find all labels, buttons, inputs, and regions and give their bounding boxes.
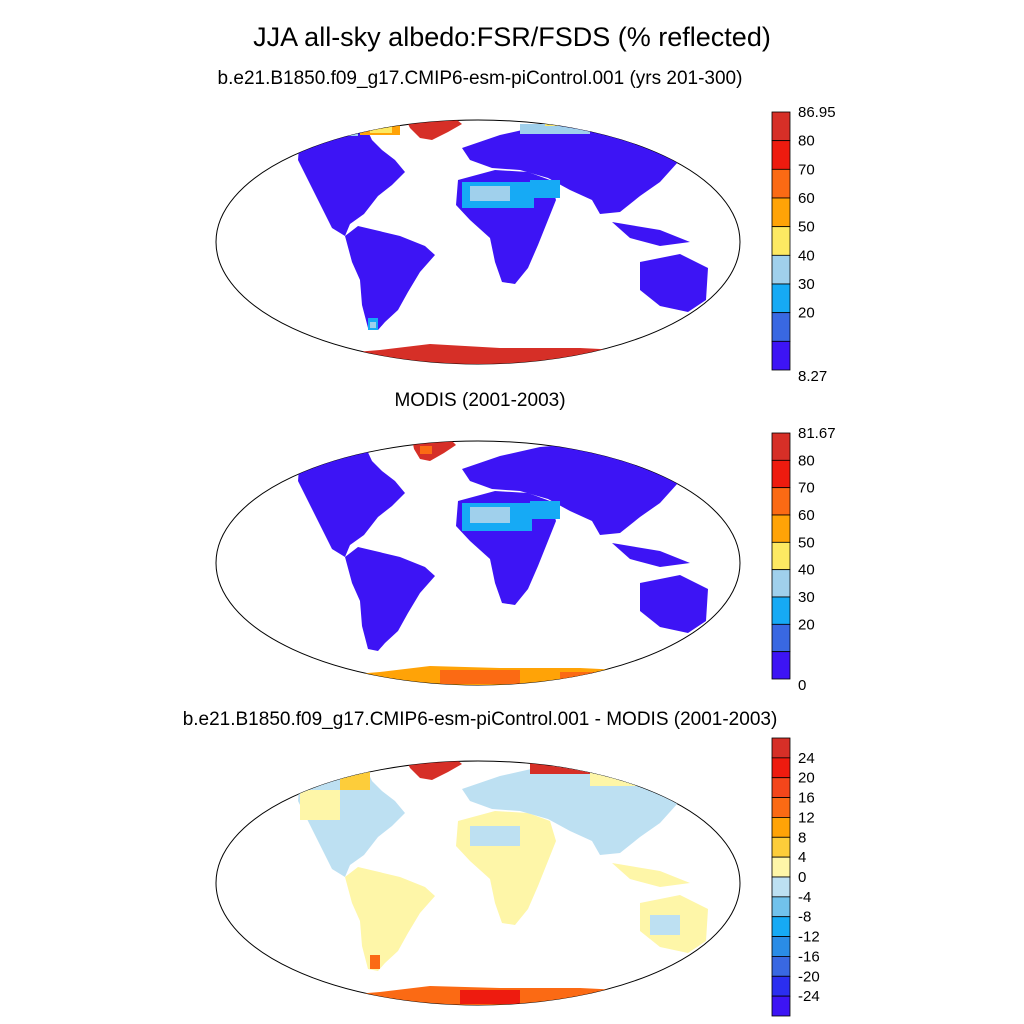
colorbar-tick-label: 40 — [798, 247, 815, 264]
colorbar-tick-label: 70 — [798, 480, 815, 497]
colorbar-segment — [771, 140, 791, 170]
colorbar-segment — [771, 856, 791, 878]
colorbar-tick-label: -24 — [798, 988, 820, 1005]
colorbar-tick-label: 0 — [798, 869, 806, 886]
colorbar-segment — [771, 623, 791, 653]
colorbar-tick-label: 20 — [798, 616, 815, 633]
map-panel-3: 24 20 16 12 8 4 0 -4 -8 -12 -16 -20 -24 — [215, 737, 820, 1017]
panel-3-title: b.e21.B1850.f09_g17.CMIP6-esm-piControl.… — [182, 709, 778, 730]
panel-2-title: MODIS (2001-2003) — [394, 390, 566, 411]
australia-land — [640, 254, 708, 312]
panel-1-title: b.e21.B1850.f09_g17.CMIP6-esm-piControl.… — [217, 68, 743, 89]
colorbar-segment — [771, 836, 791, 858]
colorbar-segment — [771, 876, 791, 898]
colorbar-tick-label: 81.67 — [798, 425, 836, 442]
colorbar-tick-label: 4 — [798, 849, 806, 866]
colorbar-tick-label: -4 — [798, 889, 811, 906]
colorbar-tick-label: -20 — [798, 968, 820, 985]
colorbar-tick-label: 24 — [798, 750, 815, 767]
colorbar-segment — [771, 283, 791, 314]
colorbar-segment — [771, 312, 791, 342]
colorbar-segment — [771, 797, 791, 818]
australia-land — [640, 575, 708, 633]
colorbar-tick-label: 80 — [798, 452, 815, 469]
south-america-land — [345, 547, 435, 651]
colorbar-segment — [771, 916, 791, 937]
colorbar-tick-label: 86.95 — [798, 104, 836, 121]
colorbar-segment — [771, 817, 791, 838]
colorbar-segment — [771, 569, 791, 598]
colorbar-3: 24 20 16 12 8 4 0 -4 -8 -12 -16 -20 -24 — [771, 737, 820, 1017]
colorbar-segment — [771, 459, 791, 489]
figure-title: JJA all-sky albedo:FSR/FSDS (% reflected… — [253, 22, 771, 52]
colorbar-segment — [771, 168, 791, 199]
colorbar-segment — [771, 226, 791, 256]
north-america-land — [298, 122, 405, 236]
eurasia-land — [462, 122, 678, 214]
colorbar-segment — [771, 514, 791, 543]
colorbar-tick-label: 60 — [798, 190, 815, 207]
north-america-land — [298, 443, 405, 557]
colorbar-segment — [771, 254, 791, 285]
colorbar-tick-label: 80 — [798, 133, 815, 150]
colorbar-tick-label: -16 — [798, 948, 820, 965]
colorbar-tick-label: 30 — [798, 276, 815, 293]
colorbar-tick-label: 0 — [798, 677, 806, 694]
colorbar-segment — [771, 487, 791, 516]
colorbar-tick-label: 8 — [798, 829, 806, 846]
colorbar-tick-label: 50 — [798, 219, 815, 236]
map-panel-2: 81.67 80 70 60 50 40 30 20 0 — [215, 425, 836, 694]
colorbar-tick-label: 12 — [798, 809, 815, 826]
colorbar-segment — [771, 340, 791, 371]
colorbar-tick-label: -12 — [798, 929, 820, 946]
colorbar-segment — [771, 757, 791, 779]
south-america-land — [345, 867, 435, 971]
colorbar-1: 86.95 80 70 60 50 40 30 20 8.27 — [771, 104, 836, 385]
colorbar-tick-label: 8.27 — [798, 368, 827, 385]
colorbar-segment — [771, 111, 791, 142]
colorbar-segment — [771, 896, 791, 918]
colorbar-segment — [771, 975, 791, 997]
colorbar-tick-label: 50 — [798, 534, 815, 551]
south-america-land — [345, 226, 435, 330]
colorbar-segment — [771, 432, 791, 461]
colorbar-tick-label: 20 — [798, 305, 815, 322]
colorbar-tick-label: 20 — [798, 770, 815, 787]
colorbar-segment — [771, 651, 791, 680]
colorbar-tick-label: 40 — [798, 562, 815, 579]
colorbar-segment — [771, 936, 791, 957]
eurasia-land — [462, 443, 678, 535]
colorbar-segment — [771, 995, 791, 1017]
colorbar-tick-label: 60 — [798, 507, 815, 524]
colorbar-segment — [771, 541, 791, 571]
colorbar-tick-label: 16 — [798, 790, 815, 807]
colorbar-tick-label: -8 — [798, 909, 811, 926]
colorbar-segment — [771, 956, 791, 977]
colorbar-tick-label: 70 — [798, 161, 815, 178]
colorbar-segment — [771, 197, 791, 228]
colorbar-segment — [771, 596, 791, 625]
colorbar-segment — [771, 737, 791, 759]
map-panel-1: 86.95 80 70 60 50 40 30 20 8.27 — [215, 104, 836, 385]
colorbar-2: 81.67 80 70 60 50 40 30 20 0 — [771, 425, 836, 694]
colorbar-tick-label: 30 — [798, 589, 815, 606]
colorbar-segment — [771, 777, 791, 798]
